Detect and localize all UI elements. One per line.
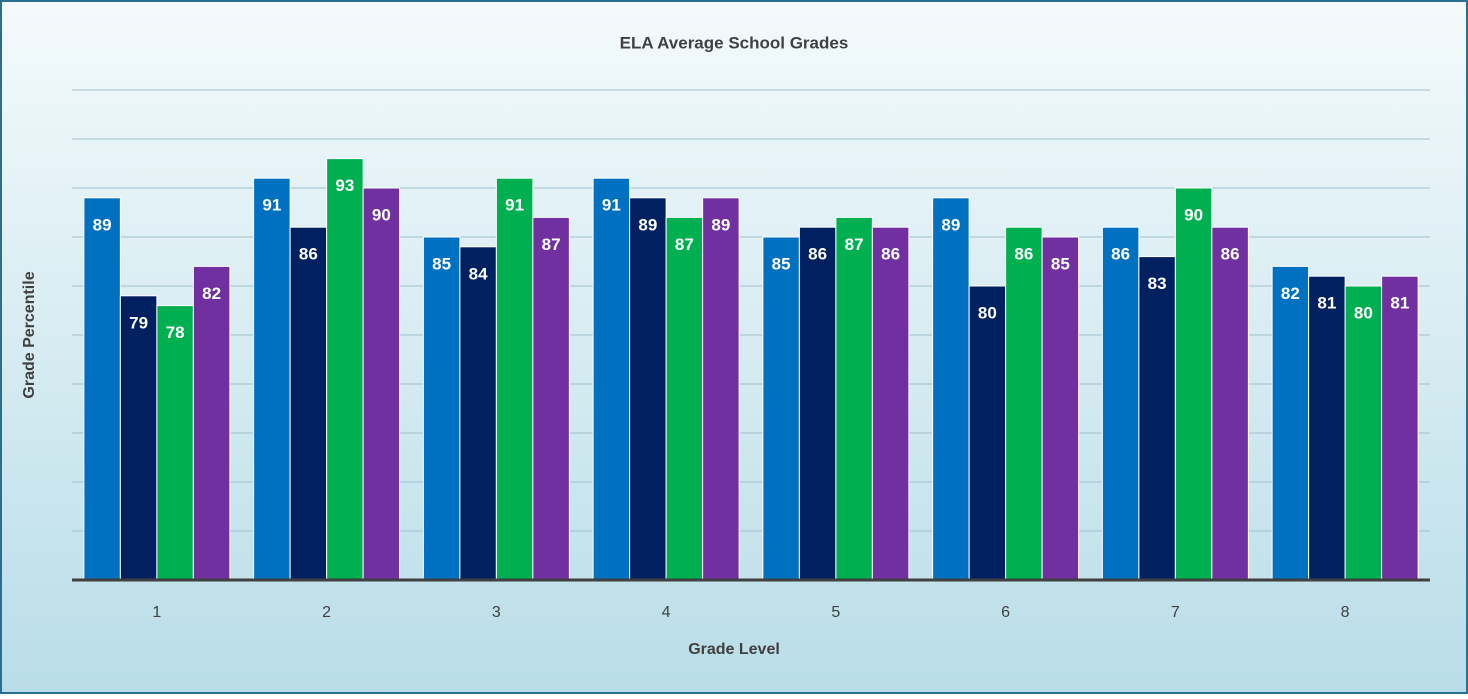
data-label: 91 [505,196,524,215]
data-label: 87 [675,235,694,254]
bar [592,177,631,581]
data-label: 91 [602,196,621,215]
bar [1271,265,1310,581]
data-label: 85 [772,254,791,273]
bar [1174,187,1213,581]
bar [1381,275,1419,581]
data-label: 89 [638,215,657,234]
data-label: 86 [1014,245,1033,264]
data-label: 80 [978,303,997,322]
data-label: 86 [808,245,827,264]
bar [932,197,970,581]
data-label: 82 [202,284,221,303]
bar [192,265,231,581]
x-tick-label: 3 [492,604,501,621]
bar [629,197,667,581]
data-label: 81 [1390,294,1409,313]
data-label: 78 [166,323,185,342]
bar [1138,256,1176,581]
bar [459,246,497,581]
bar [253,177,291,581]
bar [835,216,873,581]
data-label: 91 [262,196,281,215]
bar [762,236,800,581]
data-label: 89 [941,215,960,234]
data-label: 81 [1317,294,1336,313]
data-label: 86 [1111,245,1130,264]
bar [665,216,704,581]
bar [798,226,837,581]
bar [326,158,364,581]
bar [495,177,534,581]
bar [1041,236,1080,581]
bar [1005,226,1043,581]
data-label: 93 [335,176,354,195]
bar [289,226,328,581]
bar [1211,226,1249,581]
x-tick-label: 4 [662,604,671,621]
data-label: 85 [1051,254,1070,273]
data-label: 83 [1148,274,1167,293]
data-label: 90 [1184,205,1203,224]
data-label: 86 [881,245,900,264]
chart-title: ELA Average School Grades [620,33,849,52]
x-tick-label: 5 [831,604,840,621]
bar [1308,275,1346,581]
bar [83,197,121,581]
x-tick-label: 7 [1171,604,1180,621]
bar [119,295,158,581]
x-tick-label: 6 [1001,604,1010,621]
bar [422,236,461,581]
bar [871,226,910,581]
data-label: 82 [1281,284,1300,303]
data-label: 90 [372,205,391,224]
bar [1344,285,1383,581]
bar [532,216,570,581]
data-label: 80 [1354,303,1373,322]
bar [362,187,401,581]
bar [156,305,194,581]
data-label: 85 [432,254,451,273]
bar [702,197,740,581]
bar [968,285,1007,581]
data-label: 89 [93,215,112,234]
y-axis-label: Grade Percentile [21,271,38,398]
data-label: 86 [299,245,318,264]
data-label: 87 [542,235,561,254]
data-label: 86 [1221,245,1240,264]
data-label: 84 [469,264,488,283]
data-label: 89 [711,215,730,234]
bar [1101,226,1140,581]
x-tick-label: 1 [152,604,161,621]
data-label: 87 [845,235,864,254]
x-tick-label: 2 [322,604,331,621]
x-tick-label: 8 [1341,604,1350,621]
x-axis-label: Grade Level [688,641,780,658]
data-label: 79 [129,313,148,332]
